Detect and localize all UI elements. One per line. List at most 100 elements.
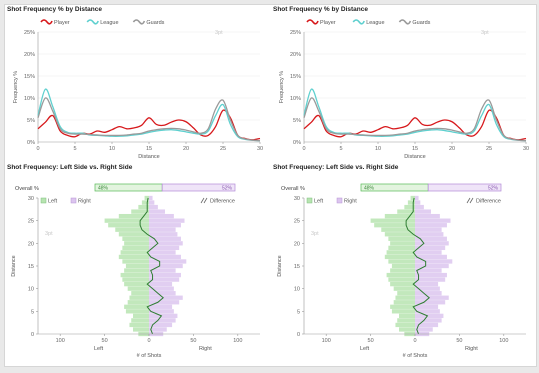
x-tick-label: 50	[368, 338, 374, 344]
right-bar	[149, 204, 158, 210]
legend-swatch	[352, 19, 365, 25]
x-axis-label: # of Shots	[137, 353, 162, 359]
legend-label-right: Right	[344, 199, 357, 205]
y-tick-label: 20	[294, 241, 300, 247]
left-bar	[115, 227, 149, 232]
x-tick-label: 0	[36, 146, 39, 152]
right-bar	[415, 250, 442, 255]
y-tick-label: 5	[31, 309, 34, 315]
x-tick-label: 25	[486, 146, 492, 152]
left-bar	[120, 272, 149, 278]
y-axis-label: Frequency %	[13, 71, 19, 104]
right-bar	[149, 281, 173, 287]
y-tick-label: 0%	[27, 140, 35, 146]
right-bar	[415, 263, 449, 269]
x-tick-label: 25	[220, 146, 226, 152]
right-bar	[415, 318, 442, 323]
left-bar	[393, 286, 415, 291]
faded-3pt-label: 3pt	[45, 231, 53, 237]
legend-label: Guards	[146, 20, 164, 26]
overall-label: Overall %	[15, 186, 39, 192]
right-bar	[415, 300, 446, 305]
left-bar	[395, 295, 415, 300]
right-bar	[415, 236, 447, 241]
left-bar	[397, 291, 415, 296]
right-bar	[415, 277, 446, 282]
legend-swatch	[40, 19, 53, 25]
x-axis-label: Distance	[404, 154, 425, 160]
side-label-left: Left	[94, 346, 104, 352]
left-bar	[404, 204, 415, 210]
right-bar	[149, 213, 174, 219]
legend-swatch-left	[40, 197, 47, 204]
y-axis-label: Distance	[277, 255, 283, 276]
faded-3pt-label: 3pt	[481, 30, 489, 36]
x-tick-label: 10	[109, 146, 115, 152]
left-bar	[122, 259, 149, 264]
x-tick-label: 30	[523, 146, 529, 152]
left-bar	[104, 218, 149, 223]
x-tick-label: 50	[456, 338, 462, 344]
right-bar	[149, 209, 165, 214]
right-bar	[149, 200, 155, 205]
right-bar	[415, 286, 440, 291]
left-bar	[124, 281, 149, 287]
left-bar	[127, 286, 149, 291]
right-bar	[149, 272, 181, 278]
left-bar	[395, 322, 415, 328]
legend-label: League	[366, 20, 384, 26]
right-bar	[149, 236, 181, 241]
legend-label-difference: Difference	[210, 199, 235, 205]
y-tick-label: 10	[28, 287, 34, 293]
left-bar	[410, 195, 415, 201]
y-tick-label: 5	[297, 309, 300, 315]
left-bar	[399, 313, 415, 319]
left-bar	[388, 236, 415, 241]
right-bar	[149, 291, 176, 296]
faded-3pt-label: 3pt	[215, 30, 223, 36]
right-bar	[415, 309, 440, 314]
left-bar	[118, 254, 149, 260]
series-line-guards	[37, 97, 261, 142]
right-bar	[149, 309, 174, 314]
x-tick-label: 0	[147, 338, 150, 344]
x-tick-label: 50	[190, 338, 196, 344]
x-axis-label: # of Shots	[403, 353, 428, 359]
right-bar	[415, 195, 419, 201]
left-bar	[133, 313, 149, 319]
side-chart-svg: Overall % 48% 52% Left Right Difference 0 5 10 15…	[11, 183, 260, 359]
line-chart-panel-right: Shot Frequency % by Distance Player Leagu…	[271, 5, 536, 163]
overall-right-pct: 52%	[222, 186, 233, 192]
right-bar	[415, 327, 433, 332]
left-bar	[384, 232, 415, 237]
legend-label-right: Right	[78, 199, 91, 205]
y-tick-label: 5%	[293, 118, 301, 124]
left-bar	[397, 318, 415, 323]
dashboard-frame: Shot Frequency % by Distance Player Leagu…	[4, 4, 537, 367]
legend-label-difference: Difference	[476, 199, 501, 205]
y-tick-label: 15%	[290, 74, 301, 80]
right-bar	[415, 272, 447, 278]
legend-swatch-right	[336, 197, 343, 204]
right-bar	[149, 245, 180, 251]
left-bar	[133, 327, 149, 332]
right-bar	[149, 327, 167, 332]
legend-swatch-difference	[200, 197, 208, 204]
y-tick-label: 25%	[290, 30, 301, 36]
line-chart-svg: Player League Guards 0% 5% 10% 15% 20% 25% 0 5 10 15…	[279, 19, 529, 160]
y-tick-label: 0	[297, 332, 300, 338]
right-bar	[149, 263, 183, 269]
y-tick-label: 25%	[24, 30, 35, 36]
legend-label: Player	[320, 20, 336, 26]
y-tick-label: 5%	[27, 118, 35, 124]
chart-title: Shot Frequency: Left Side vs. Right Side	[7, 164, 133, 171]
right-bar	[415, 218, 451, 223]
left-bar	[388, 245, 415, 251]
legend-swatch	[86, 19, 99, 25]
y-tick-label: 15	[28, 264, 34, 270]
difference-line	[405, 197, 430, 335]
left-bar	[131, 318, 149, 323]
faded-3pt-label: 3pt	[311, 231, 319, 237]
y-tick-label: 10%	[24, 96, 35, 102]
left-bar	[129, 295, 149, 300]
